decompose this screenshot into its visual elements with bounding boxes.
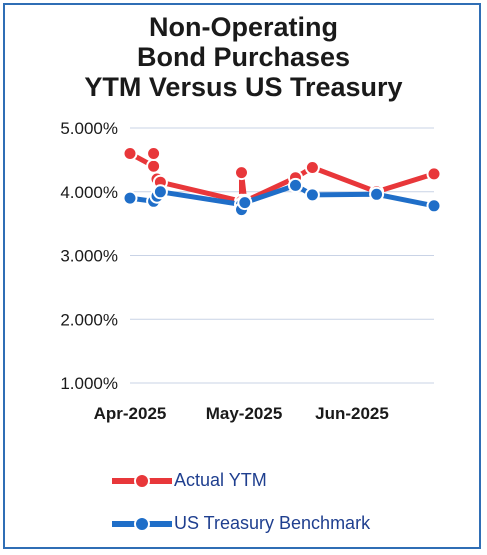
data-point-us-treasury: [426, 198, 442, 214]
data-point-us-treasury: [122, 190, 138, 206]
y-tick-label: 3.000%: [60, 247, 118, 266]
legend-entry-us-treasury: US Treasury Benchmark: [112, 513, 370, 534]
data-point-us-treasury: [288, 177, 303, 193]
y-tick-label: 4.000%: [60, 183, 118, 202]
data-point-actual-ytm: [146, 146, 162, 161]
chart-title-line-3: YTM Versus US Treasury: [84, 72, 403, 102]
legend-label-us-treasury: US Treasury Benchmark: [174, 513, 371, 533]
data-point-actual-ytm: [426, 166, 442, 182]
data-point-us-treasury: [369, 186, 385, 202]
data-point-actual-ytm: [146, 158, 162, 174]
chart-title: Non-Operating Bond Purchases YTM Versus …: [0, 12, 487, 102]
chart-title-line-1: Non-Operating: [149, 12, 338, 42]
legend-swatch-actual-ytm: [112, 472, 172, 489]
legend-entry-actual-ytm: Actual YTM: [112, 470, 267, 491]
data-point-actual-ytm: [234, 165, 249, 181]
x-tick-label: Jun-2025: [315, 404, 389, 423]
x-tick-label: May-2025: [206, 404, 283, 423]
chart-frame: [3, 3, 481, 549]
y-tick-label: 1.000%: [60, 374, 118, 393]
y-tick-label: 2.000%: [60, 310, 118, 329]
data-point-actual-ytm: [304, 160, 320, 175]
legend-swatch-us-treasury: [112, 515, 172, 532]
chart-title-line-2: Bond Purchases: [136, 42, 351, 72]
data-point-actual-ytm: [122, 146, 138, 161]
data-point-us-treasury: [237, 195, 253, 211]
y-tick-label: 5.000%: [60, 119, 118, 138]
data-point-us-treasury: [152, 184, 168, 200]
x-tick-label: Apr-2025: [94, 404, 167, 423]
data-point-us-treasury: [304, 187, 320, 203]
legend-label-actual-ytm: Actual YTM: [174, 470, 267, 490]
